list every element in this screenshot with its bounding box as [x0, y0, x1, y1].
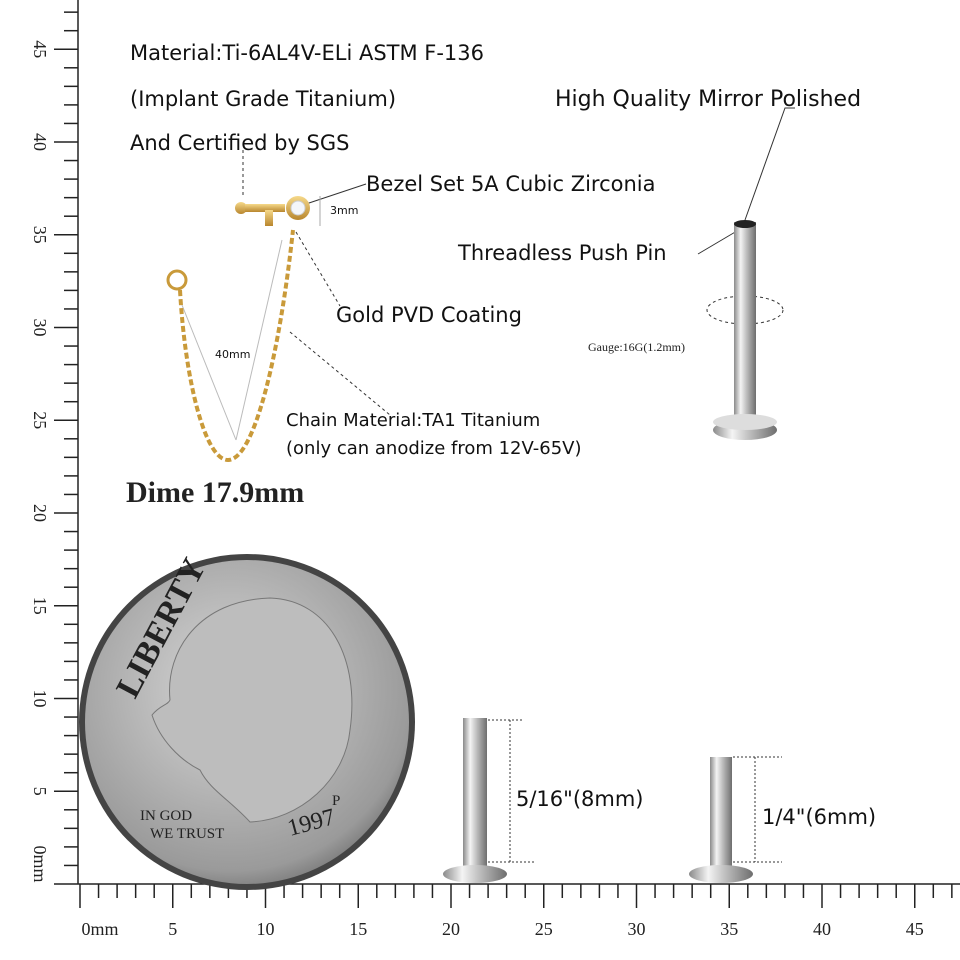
callout: Bezel Set 5A Cubic Zirconia — [366, 172, 656, 196]
x-ruler-label: 20 — [442, 919, 460, 939]
y-ruler-label: 5 — [30, 787, 50, 796]
x-ruler-label: 25 — [535, 919, 553, 939]
x-ruler-label: 5 — [168, 919, 177, 939]
dime-label: Dime 17.9mm — [126, 476, 304, 509]
dime: LIBERTY IN GOD WE TRUST 1997 P — [79, 552, 415, 890]
x-ruler-label: 0mm — [81, 919, 118, 939]
size-label: 1/4"(6mm) — [762, 805, 876, 829]
y-ruler-label: 15 — [30, 597, 50, 615]
x-ruler-label: 45 — [906, 919, 924, 939]
size-label: 5/16"(8mm) — [516, 787, 643, 811]
callout: Chain Material:TA1 Titanium — [286, 410, 540, 431]
y-ruler-label: 10 — [30, 690, 50, 708]
material-line: (Implant Grade Titanium) — [130, 87, 396, 111]
x-ruler-label: 10 — [257, 919, 275, 939]
coin-text: P — [332, 793, 340, 809]
callout: Threadless Push Pin — [457, 241, 667, 265]
gauge-label: Gauge:16G(1.2mm) — [588, 340, 685, 354]
x-ruler-label: 30 — [628, 919, 646, 939]
push-pin — [713, 220, 777, 440]
y-ruler-label: 35 — [30, 226, 50, 244]
callout: Gold PVD Coating — [336, 303, 522, 327]
coin-text: IN GOD — [140, 808, 192, 824]
y-ruler-label: 30 — [30, 319, 50, 337]
x-ruler-label: 35 — [720, 919, 738, 939]
coin-text: WE TRUST — [150, 826, 224, 842]
y-ruler-label: 20 — [30, 504, 50, 522]
material-line: Material:Ti-6AL4V-ELi ASTM F-136 — [130, 41, 484, 65]
dimension-label: 3mm — [330, 204, 358, 217]
y-ruler-label: 0mm — [30, 845, 50, 882]
y-ruler-label: 25 — [30, 411, 50, 429]
small-pins — [443, 718, 782, 883]
callout: (only can anodize from 12V-65V) — [286, 438, 582, 459]
callout: High Quality Mirror Polished — [555, 87, 861, 112]
dimension-label: 40mm — [215, 348, 250, 361]
ruler: 0mm 5 10 15 20 25 30 35 40 45 0mm 5 10 15 20 25 30 35 40 45 — [30, 0, 960, 939]
y-ruler-label: 45 — [30, 40, 50, 58]
x-ruler-label: 40 — [813, 919, 831, 939]
leader-lines — [179, 107, 795, 441]
x-ruler-label: 15 — [349, 919, 367, 939]
earring — [166, 196, 310, 463]
material-line: And Certified by SGS — [130, 131, 350, 155]
y-ruler-label: 40 — [30, 133, 50, 151]
